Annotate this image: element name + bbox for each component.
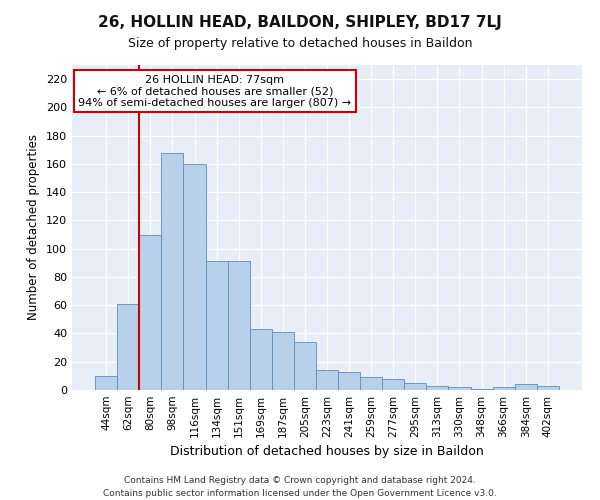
Bar (537, 386, 559, 390)
Bar (294, 342, 316, 390)
X-axis label: Distribution of detached houses by size in Baildon: Distribution of detached houses by size … (170, 446, 484, 458)
Bar (117, 304, 139, 390)
Y-axis label: Number of detached properties: Number of detached properties (28, 134, 40, 320)
Bar (404, 383, 427, 390)
Bar (360, 378, 382, 390)
Bar (338, 372, 360, 390)
Bar (139, 234, 161, 390)
Bar (493, 387, 515, 390)
Bar (227, 262, 250, 390)
Text: 26, HOLLIN HEAD, BAILDON, SHIPLEY, BD17 7LJ: 26, HOLLIN HEAD, BAILDON, SHIPLEY, BD17 … (98, 15, 502, 30)
Bar (272, 332, 294, 390)
Bar (95, 376, 117, 390)
Bar (184, 164, 206, 390)
Bar (382, 378, 404, 390)
Bar (161, 152, 184, 390)
Bar (470, 388, 493, 390)
Bar (250, 329, 272, 390)
Bar (427, 386, 448, 390)
Bar (515, 384, 537, 390)
Bar (316, 370, 338, 390)
Text: Size of property relative to detached houses in Baildon: Size of property relative to detached ho… (128, 38, 472, 51)
Text: Contains HM Land Registry data © Crown copyright and database right 2024.
Contai: Contains HM Land Registry data © Crown c… (103, 476, 497, 498)
Bar (206, 262, 227, 390)
Text: 26 HOLLIN HEAD: 77sqm
← 6% of detached houses are smaller (52)
94% of semi-detac: 26 HOLLIN HEAD: 77sqm ← 6% of detached h… (78, 74, 352, 108)
Bar (448, 387, 470, 390)
